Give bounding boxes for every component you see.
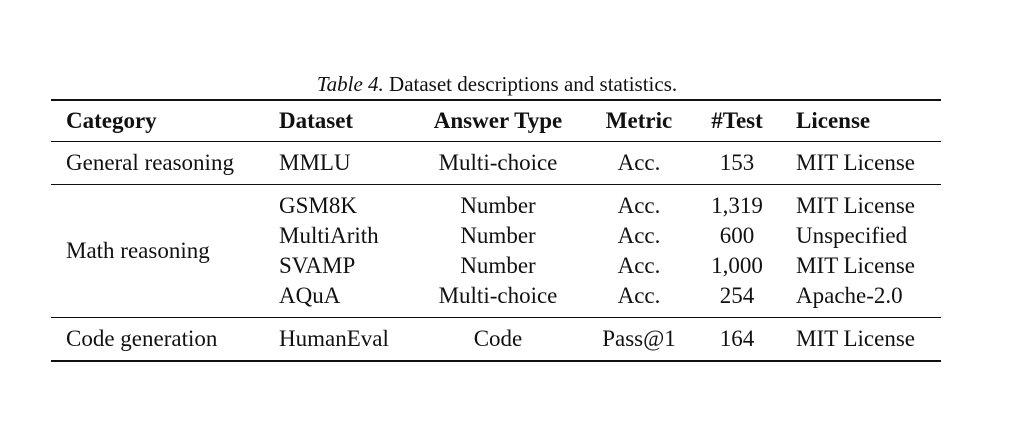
test-count-cell: 153: [719, 150, 755, 175]
category-math-reasoning: Math reasoning: [66, 238, 210, 263]
license-cell: MIT License: [796, 253, 916, 278]
answer-type-cell: Number: [460, 193, 536, 218]
answer-type-cell: Multi-choice: [438, 150, 558, 175]
metric-cell: Acc.: [617, 193, 661, 218]
dataset-cell: HumanEval: [279, 326, 389, 351]
metric-cell: Pass@1: [602, 326, 676, 351]
answer-type-cell: Multi-choice: [438, 283, 558, 308]
answer-type-cell: Number: [460, 253, 536, 278]
metric-cell: Acc.: [617, 253, 661, 278]
license-cell: MIT License: [796, 150, 916, 175]
table-caption: Table 4. Dataset descriptions and statis…: [0, 71, 994, 97]
answer-type-cell: Code: [473, 326, 523, 351]
license-cell: Apache-2.0: [796, 283, 903, 308]
header-license: License: [796, 108, 871, 133]
metric-cell: Acc.: [617, 150, 661, 175]
license-cell: Unspecified: [796, 223, 908, 248]
answer-type-cell: Number: [460, 223, 536, 248]
header-rule: [51, 141, 941, 142]
test-count-cell: 254: [719, 283, 755, 308]
header-test: #Test: [711, 108, 763, 133]
dataset-cell: GSM8K: [279, 193, 357, 218]
test-count-cell: 1,000: [711, 253, 763, 278]
test-count-cell: 1,319: [711, 193, 763, 218]
license-cell: MIT License: [796, 326, 916, 351]
license-cell: MIT License: [796, 193, 916, 218]
group-rule: [51, 184, 941, 185]
metric-cell: Acc.: [617, 223, 661, 248]
header-answer-type: Answer Type: [433, 108, 563, 133]
dataset-cell: AQuA: [279, 283, 341, 308]
category-code-generation: Code generation: [66, 326, 218, 351]
category-general-reasoning: General reasoning: [66, 150, 234, 175]
header-dataset: Dataset: [279, 108, 354, 133]
bottom-rule: [51, 360, 941, 362]
top-rule: [51, 99, 941, 101]
header-metric: Metric: [605, 108, 673, 133]
header-category: Category: [66, 108, 157, 133]
group-rule: [51, 317, 941, 318]
dataset-cell: SVAMP: [279, 253, 356, 278]
metric-cell: Acc.: [617, 283, 661, 308]
dataset-cell: MMLU: [279, 150, 351, 175]
test-count-cell: 164: [719, 326, 755, 351]
dataset-cell: MultiArith: [279, 223, 379, 248]
test-count-cell: 600: [719, 223, 755, 248]
caption-label: Table 4.: [316, 72, 384, 96]
caption-text: Dataset descriptions and statistics.: [383, 72, 678, 96]
